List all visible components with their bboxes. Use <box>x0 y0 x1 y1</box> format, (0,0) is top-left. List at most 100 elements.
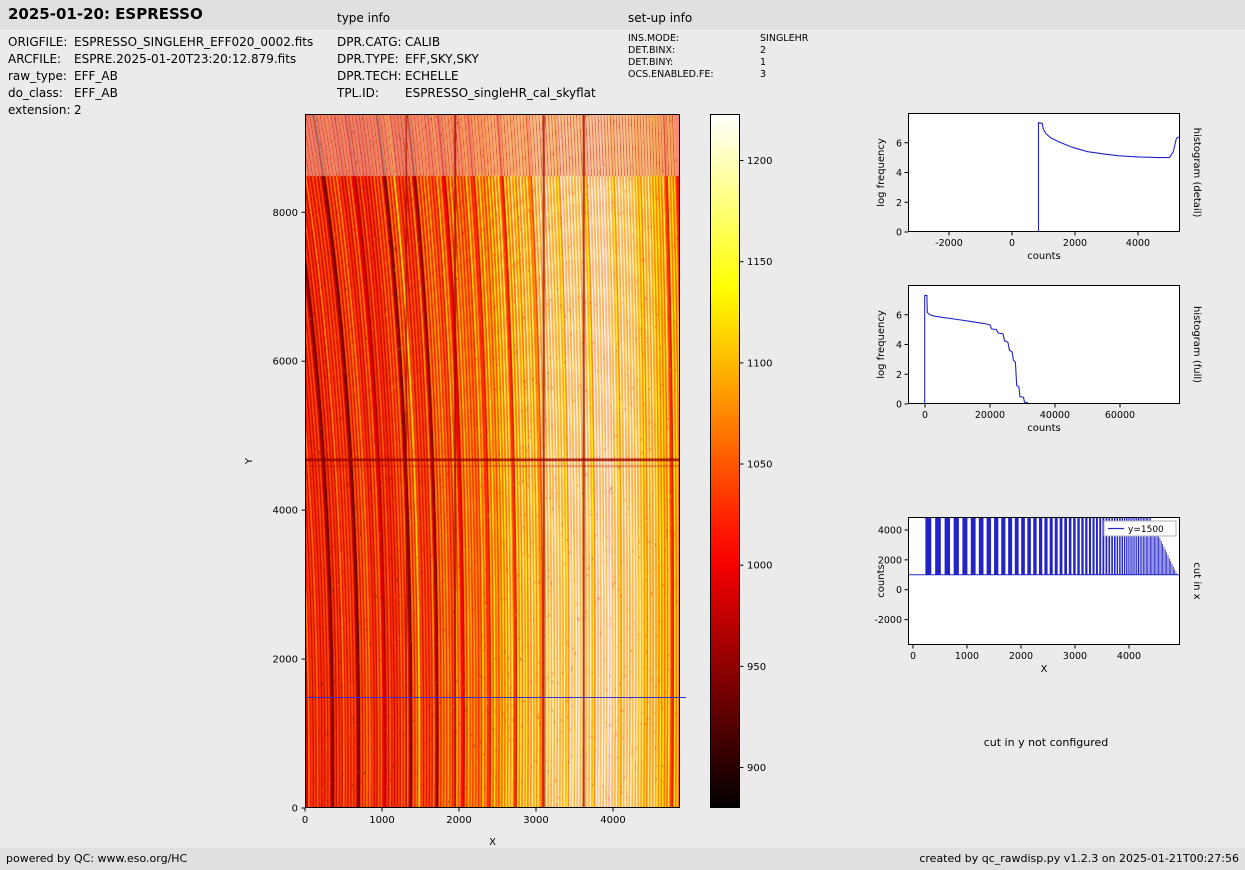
svg-text:0: 0 <box>302 815 308 826</box>
file-info-block: ORIGFILE: ESPRESSO_SINGLEHR_EFF020_0002.f… <box>8 34 313 119</box>
info-row: TPL.ID: ESPRESSO_singleHR_cal_skyflat <box>337 85 596 102</box>
svg-text:histogram (full): histogram (full) <box>1191 306 1202 383</box>
info-row: ORIGFILE: ESPRESSO_SINGLEHR_EFF020_0002.f… <box>8 34 313 51</box>
svg-text:counts: counts <box>876 564 887 597</box>
info-label: DPR.TYPE: <box>337 51 405 68</box>
raw-frame-heatmap <box>305 114 680 808</box>
info-value: EFF_AB <box>74 86 118 100</box>
setup-info-heading: set-up info <box>628 11 692 25</box>
svg-text:4000: 4000 <box>878 525 902 536</box>
svg-text:0: 0 <box>896 585 902 596</box>
svg-text:1000: 1000 <box>747 561 772 572</box>
info-value: 1 <box>760 57 766 68</box>
svg-text:4: 4 <box>896 340 902 351</box>
info-value: CALIB <box>405 35 440 49</box>
svg-text:6: 6 <box>896 310 902 321</box>
header-bar: 2025-01-20: ESPRESSO type info set-up in… <box>0 0 1245 30</box>
svg-text:0: 0 <box>292 804 298 815</box>
info-value: 2 <box>74 103 82 117</box>
info-label: DPR.TECH: <box>337 68 405 85</box>
svg-text:X: X <box>489 837 496 848</box>
svg-text:6: 6 <box>896 138 902 149</box>
info-value: EFF,SKY,SKY <box>405 52 479 66</box>
svg-text:counts: counts <box>1027 423 1060 434</box>
info-label: extension: <box>8 102 74 119</box>
info-label: raw_type: <box>8 68 74 85</box>
info-row: do_class: EFF_AB <box>8 85 313 102</box>
info-value: ESPRE.2025-01-20T23:20:12.879.fits <box>74 52 296 66</box>
info-label: ORIGFILE: <box>8 34 74 51</box>
svg-text:6000: 6000 <box>273 357 298 368</box>
svg-text:0: 0 <box>922 410 928 421</box>
page-title: 2025-01-20: ESPRESSO <box>8 5 203 23</box>
info-label: TPL.ID: <box>337 85 405 102</box>
info-label: OCS.ENABLED.FE: <box>628 69 760 81</box>
info-label: ARCFILE: <box>8 51 74 68</box>
svg-text:y=1500: y=1500 <box>1128 525 1164 535</box>
svg-text:counts: counts <box>1027 251 1060 262</box>
svg-text:3000: 3000 <box>523 815 548 826</box>
svg-text:4000: 4000 <box>1126 238 1150 249</box>
info-row: raw_type: EFF_AB <box>8 68 313 85</box>
info-row: DPR.TYPE: EFF,SKY,SKY <box>337 51 596 68</box>
svg-text:4000: 4000 <box>600 815 625 826</box>
svg-text:1000: 1000 <box>369 815 394 826</box>
info-value: ESPRESSO_SINGLEHR_EFF020_0002.fits <box>74 35 313 49</box>
svg-text:X: X <box>1041 664 1048 675</box>
info-value: ECHELLE <box>405 69 459 83</box>
info-row: DET.BINX: 2 <box>628 45 808 57</box>
svg-text:60000: 60000 <box>1105 410 1135 421</box>
setup-info-block: INS.MODE: SINGLEHR DET.BINX: 2 DET.BINY: 1 OCS… <box>628 33 808 81</box>
svg-text:900: 900 <box>747 763 766 774</box>
footer-left: powered by QC: www.eso.org/HC <box>6 848 187 870</box>
info-row: OCS.ENABLED.FE: 3 <box>628 69 808 81</box>
info-value: SINGLEHR <box>760 33 808 44</box>
info-label: INS.MODE: <box>628 33 760 45</box>
info-value: EFF_AB <box>74 69 118 83</box>
svg-text:2: 2 <box>896 370 902 381</box>
svg-text:2000: 2000 <box>446 815 471 826</box>
svg-text:4000: 4000 <box>1117 651 1141 662</box>
svg-text:4: 4 <box>896 168 902 179</box>
svg-text:-2000: -2000 <box>935 238 963 249</box>
info-row: DPR.TECH: ECHELLE <box>337 68 596 85</box>
info-row: INS.MODE: SINGLEHR <box>628 33 808 45</box>
svg-text:40000: 40000 <box>1040 410 1070 421</box>
svg-text:log frequency: log frequency <box>876 310 887 379</box>
svg-text:3000: 3000 <box>1063 651 1087 662</box>
info-row: DPR.CATG: CALIB <box>337 34 596 51</box>
info-label: do_class: <box>8 85 74 102</box>
qc-report-page: 2025-01-20: ESPRESSO type info set-up in… <box>0 0 1245 870</box>
svg-text:1150: 1150 <box>747 257 772 268</box>
info-value: ESPRESSO_singleHR_cal_skyflat <box>405 86 596 100</box>
svg-text:2000: 2000 <box>1063 238 1087 249</box>
type-info-block: DPR.CATG: CALIB DPR.TYPE: EFF,SKY,SKY DPR.TE… <box>337 34 596 102</box>
info-label: DET.BINX: <box>628 45 760 57</box>
svg-text:1200: 1200 <box>747 156 772 167</box>
info-value: 2 <box>760 45 766 56</box>
info-row: DET.BINY: 1 <box>628 57 808 69</box>
svg-text:cut in x: cut in x <box>1191 562 1202 599</box>
info-value: 3 <box>760 69 766 80</box>
svg-text:20000: 20000 <box>975 410 1005 421</box>
svg-text:log frequency: log frequency <box>876 138 887 207</box>
svg-text:1000: 1000 <box>955 651 979 662</box>
info-label: DPR.CATG: <box>337 34 405 51</box>
footer-right: created by qc_rawdisp.py v1.2.3 on 2025-… <box>919 848 1239 870</box>
cut-line-y1500 <box>305 697 686 698</box>
svg-text:2000: 2000 <box>878 555 902 566</box>
svg-text:2: 2 <box>896 198 902 209</box>
svg-text:1100: 1100 <box>747 358 772 369</box>
svg-text:4000: 4000 <box>273 506 298 517</box>
svg-text:histogram (detail): histogram (detail) <box>1191 128 1202 218</box>
svg-text:Y: Y <box>244 457 255 465</box>
svg-text:0: 0 <box>896 228 902 239</box>
svg-text:-2000: -2000 <box>874 615 902 626</box>
svg-text:0: 0 <box>896 400 902 411</box>
svg-text:cut in y not configured: cut in y not configured <box>984 736 1109 749</box>
info-label: DET.BINY: <box>628 57 760 69</box>
svg-text:8000: 8000 <box>273 208 298 219</box>
svg-text:2000: 2000 <box>1009 651 1033 662</box>
svg-text:2000: 2000 <box>273 655 298 666</box>
svg-text:950: 950 <box>747 662 766 673</box>
